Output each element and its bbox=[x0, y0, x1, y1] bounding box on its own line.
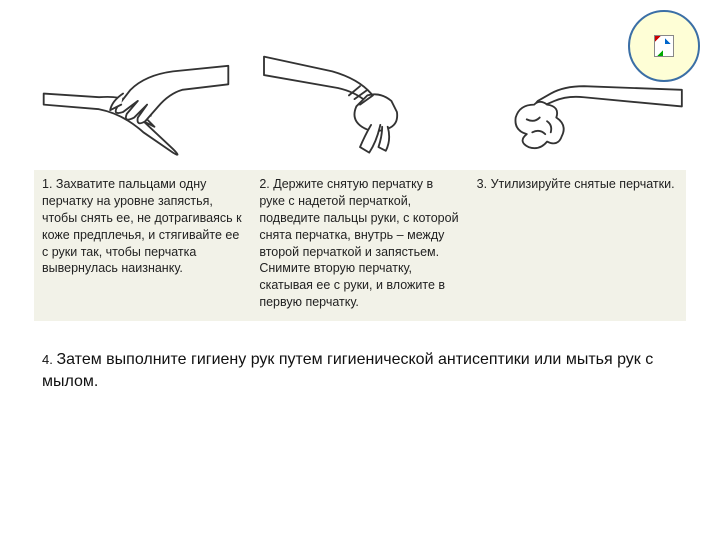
step-text: Затем выполните гигиену рук путем гигиен… bbox=[42, 351, 653, 390]
step-text: Утилизируйте снятые перчатки. bbox=[491, 177, 675, 191]
step-cell-3: 3. Утилизируйте снятые перчатки. bbox=[469, 170, 686, 321]
step-4-text: 4. Затем выполните гигиену рук путем гиг… bbox=[42, 349, 678, 392]
illustration-step-1 bbox=[34, 40, 238, 160]
broken-image-icon bbox=[654, 35, 674, 57]
illustrations-row bbox=[0, 0, 720, 170]
step-cell-2: 2. Держите снятую перчатку в руке с наде… bbox=[251, 170, 468, 321]
step-number: 3. bbox=[477, 177, 491, 191]
step-number: 1. bbox=[42, 177, 56, 191]
step-text: Держите снятую перчатку в руке с надетой… bbox=[259, 177, 458, 309]
step-cell-1: 1. Захватите пальцами одну перчатку на у… bbox=[34, 170, 251, 321]
illustration-step-2 bbox=[258, 40, 462, 160]
step-number: 2. bbox=[259, 177, 273, 191]
corner-badge bbox=[628, 10, 700, 82]
step-text: Захватите пальцами одну перчатку на уров… bbox=[42, 177, 242, 275]
page: 1. Захватите пальцами одну перчатку на у… bbox=[0, 0, 720, 540]
steps-table: 1. Захватите пальцами одну перчатку на у… bbox=[34, 170, 686, 321]
step-number: 4. bbox=[42, 352, 56, 367]
